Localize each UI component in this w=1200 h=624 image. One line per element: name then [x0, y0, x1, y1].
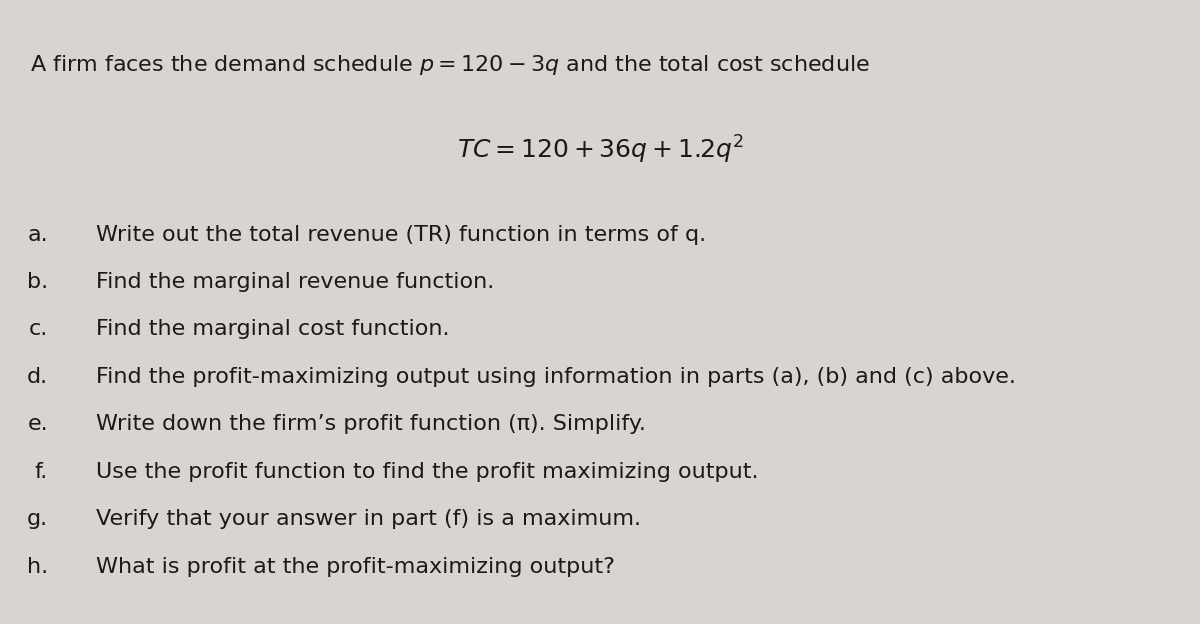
Text: c.: c. [29, 319, 48, 339]
Text: Find the profit-maximizing output using information in parts (a), (b) and (c) ab: Find the profit-maximizing output using … [96, 367, 1016, 387]
Text: Write out the total revenue (TR) function in terms of q.: Write out the total revenue (TR) functio… [96, 225, 706, 245]
Text: Write down the firm’s profit function (π). Simplify.: Write down the firm’s profit function (π… [96, 414, 646, 434]
Text: Find the marginal revenue function.: Find the marginal revenue function. [96, 272, 494, 292]
Text: f.: f. [35, 462, 48, 482]
Text: Find the marginal cost function.: Find the marginal cost function. [96, 319, 450, 339]
Text: h.: h. [26, 557, 48, 577]
Text: Use the profit function to find the profit maximizing output.: Use the profit function to find the prof… [96, 462, 758, 482]
Text: b.: b. [26, 272, 48, 292]
Text: A firm faces the demand schedule $p = 120 - 3q$ and the total cost schedule: A firm faces the demand schedule $p = 12… [30, 53, 870, 77]
Text: $TC = 120 + 36q + 1.2q^2$: $TC = 120 + 36q + 1.2q^2$ [456, 134, 744, 167]
Text: d.: d. [26, 367, 48, 387]
Text: e.: e. [28, 414, 48, 434]
Text: Verify that your answer in part (f) is a maximum.: Verify that your answer in part (f) is a… [96, 509, 641, 529]
Text: g.: g. [26, 509, 48, 529]
Text: a.: a. [28, 225, 48, 245]
Text: What is profit at the profit-maximizing output?: What is profit at the profit-maximizing … [96, 557, 614, 577]
